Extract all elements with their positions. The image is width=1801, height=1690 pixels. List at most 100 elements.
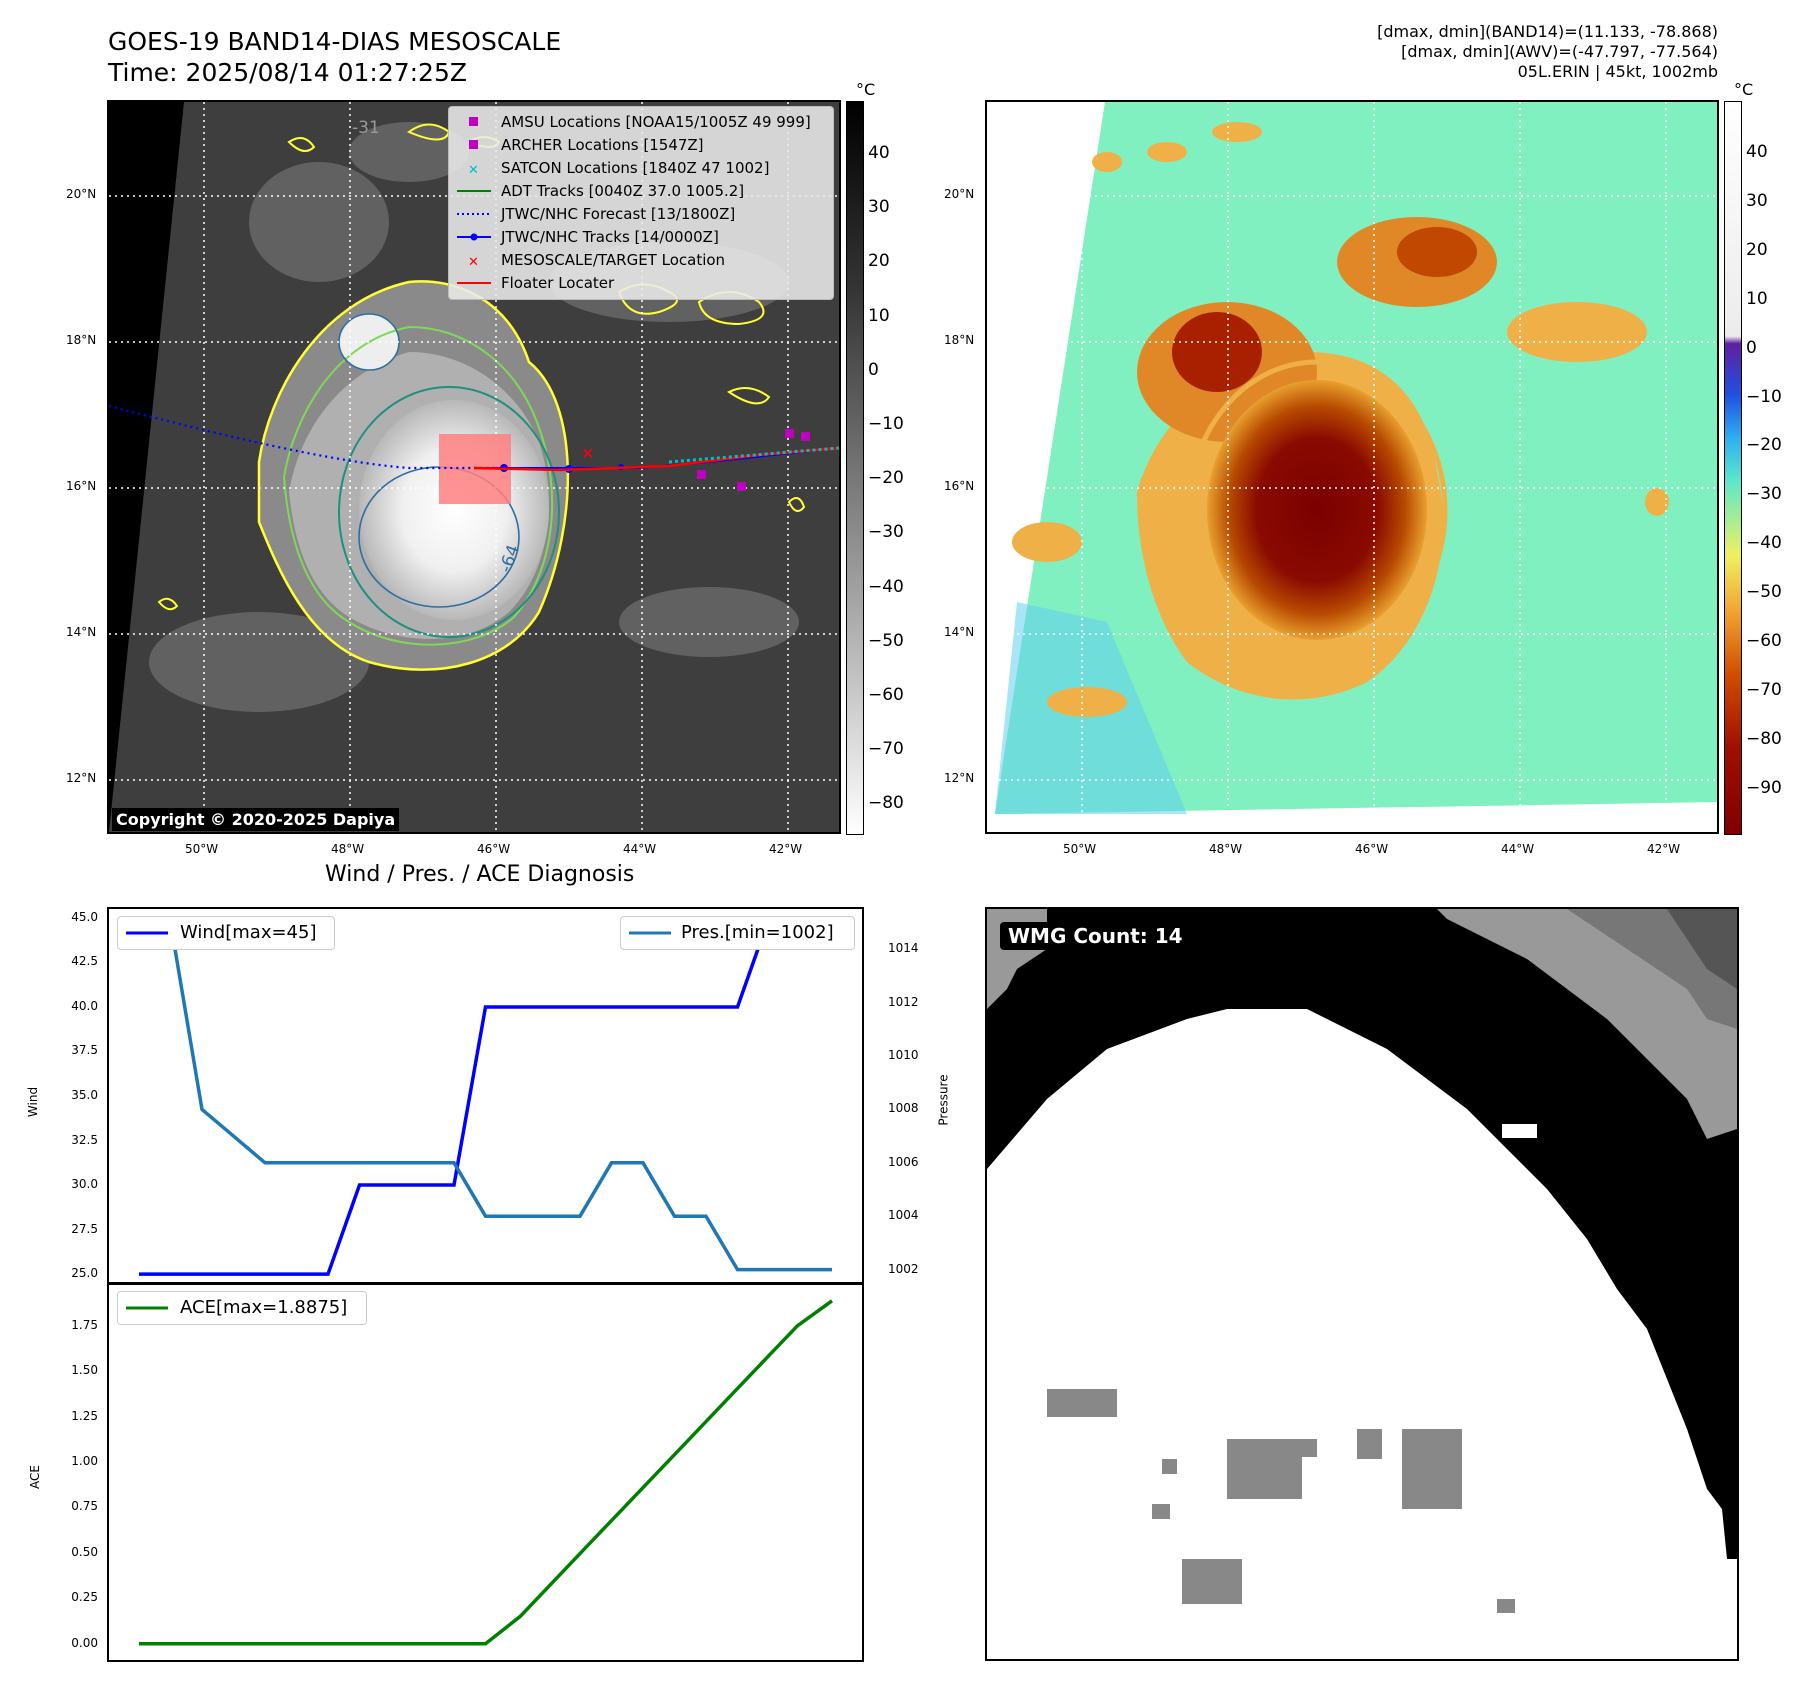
lat2-label-12n: 12°N	[944, 771, 975, 785]
meta-storm-info: 05L.ERIN | 45kt, 1002mb	[1517, 62, 1718, 81]
mesoscale-target-marker: ✕	[581, 444, 594, 463]
pres-legend: Pres.[min=1002]	[620, 916, 855, 950]
colorbar-tick: −50	[1746, 582, 1782, 603]
wmg-gray-patches	[1047, 1389, 1515, 1613]
lat-label-20n: 20°N	[66, 187, 97, 201]
axis-tick-label: 25.0	[71, 1266, 98, 1281]
wmg-panel	[985, 907, 1739, 1661]
wind-pres-chart	[139, 916, 832, 1276]
lat2-label-20n: 20°N	[944, 187, 975, 201]
axis-tick-label: 1004	[888, 1208, 919, 1223]
colorbar-tick: −40	[1746, 533, 1782, 554]
meta-awv-range: [dmax, dmin](AWV)=(-47.797, -77.564)	[1401, 42, 1718, 61]
wind-pres-panel	[107, 907, 864, 1285]
axis-tick-label: 1.75	[71, 1317, 98, 1332]
axis-tick-label: 1.25	[71, 1408, 98, 1423]
map-legend: AMSU Locations [NOAA15/1005Z 49 999] ARC…	[448, 106, 834, 300]
lat-label-18n: 18°N	[66, 333, 97, 347]
axis-tick-label: 1006	[888, 1154, 919, 1169]
enhanced-cdo	[1207, 380, 1427, 640]
meta-band14-range: [dmax, dmin](BAND14)=(11.133, -78.868)	[1377, 22, 1718, 41]
colorbar-tick: −30	[868, 522, 904, 543]
lon-label-48w: 48°W	[331, 842, 365, 856]
svg-text:✕: ✕	[468, 255, 479, 270]
colorbar-tick: −20	[868, 468, 904, 489]
colorbar-tick: 0	[868, 359, 879, 380]
pressure-axis-label: Pressure	[936, 1074, 951, 1126]
axis-tick-label: 0.00	[71, 1635, 98, 1650]
axis-tick-label: 32.5	[71, 1132, 98, 1147]
axis-tick-label: 1012	[888, 994, 919, 1009]
wmg-black-band	[987, 909, 1737, 1559]
colorbar2-unit: °C	[1734, 80, 1754, 99]
axis-tick-label: 1014	[888, 941, 919, 956]
title-line-1: GOES-19 BAND14-DIAS MESOSCALE	[108, 27, 562, 56]
colorbar-tick: 30	[868, 197, 890, 218]
lat-label-14n: 14°N	[66, 625, 97, 639]
contour-yellow	[257, 280, 570, 671]
colorbar-tick: −60	[868, 685, 904, 705]
colorbar-tick: −20	[1746, 435, 1782, 456]
axis-tick-label: 45.0	[71, 909, 98, 924]
title-line-2: Time: 2025/08/14 01:27:25Z	[108, 58, 467, 87]
lat2-label-18n: 18°N	[944, 333, 975, 347]
colorbar-tick: −80	[1746, 728, 1782, 749]
axis-tick-label: 30.0	[71, 1177, 98, 1192]
axis-tick-label: 27.5	[71, 1221, 98, 1236]
lat-label-12n: 12°N	[66, 771, 97, 785]
axis-tick-label: 1.00	[71, 1454, 98, 1468]
enhanced-map-panel	[985, 100, 1719, 834]
colorbar-tick: −10	[1746, 386, 1782, 407]
axis-tick-label: 35.0	[71, 1088, 98, 1102]
colorbar-tick: −70	[868, 739, 904, 760]
wind-axis-label: Wind	[26, 1086, 41, 1118]
colorbar-tick: −90	[1746, 777, 1782, 798]
axis-tick-label: 40.0	[71, 998, 98, 1013]
colorbar1	[846, 101, 864, 835]
archer-marker	[697, 470, 706, 479]
axis-tick-label: 0.25	[71, 1590, 98, 1605]
lon-label-42w: 42°W	[769, 842, 803, 856]
amsu-marker	[801, 432, 810, 441]
ace-legend: ACE[max=1.8875]	[117, 1291, 367, 1325]
colorbar-tick: −60	[1746, 631, 1782, 651]
wmg-count-badge: WMG Count: 14	[1000, 922, 1191, 950]
colorbar-tick: 40	[868, 143, 890, 163]
ace-panel	[107, 1282, 864, 1662]
archer-marker	[737, 482, 746, 491]
contour-teal	[338, 386, 560, 638]
axis-tick-label: 1.50	[71, 1363, 98, 1378]
colorbar-tick: −50	[868, 630, 904, 651]
lon2-label-50w: 50°W	[1063, 842, 1097, 856]
wind-series-line	[139, 916, 832, 1276]
ace-chart	[139, 1299, 834, 1646]
enhanced-ne-core	[1397, 227, 1477, 277]
wmg-image	[987, 909, 1737, 1613]
axis-tick-label: 0.50	[71, 1544, 98, 1559]
colorbar-tick: 10	[1746, 288, 1768, 309]
colorbar-tick: −30	[1746, 484, 1782, 505]
colorbar-tick: −10	[868, 414, 904, 434]
colorbar-tick: 10	[868, 305, 890, 326]
colorbar-tick: 20	[1746, 239, 1768, 260]
axis-tick-label: 42.5	[71, 954, 98, 969]
lon-label-50w: 50°W	[185, 842, 219, 856]
enhanced-e-band	[1507, 302, 1647, 362]
figure-meta: [dmax, dmin](BAND14)=(11.133, -78.868) […	[1377, 22, 1718, 82]
lat-label-16n: 16°N	[66, 479, 97, 493]
lon2-label-48w: 48°W	[1209, 842, 1243, 856]
axis-tick-label: 1002	[888, 1261, 919, 1276]
enhanced-north-cell	[1172, 312, 1262, 392]
storm-cdo	[359, 400, 549, 620]
enhanced-scattered-cells	[1012, 122, 1669, 717]
colorbar1-unit: °C	[856, 80, 876, 99]
lon-label-46w: 46°W	[477, 842, 511, 856]
axis-tick-label: 37.5	[71, 1043, 98, 1058]
pressure-series-line	[139, 920, 832, 1272]
colorbar-tick: 20	[868, 251, 890, 272]
axis-tick-label: 0.75	[71, 1499, 98, 1514]
floater-locater-track	[473, 446, 839, 472]
lon2-label-46w: 46°W	[1355, 842, 1389, 856]
copyright-badge: Copyright © 2020-2025 Dapiya	[112, 808, 400, 831]
axis-tick-label: 1008	[888, 1101, 919, 1116]
